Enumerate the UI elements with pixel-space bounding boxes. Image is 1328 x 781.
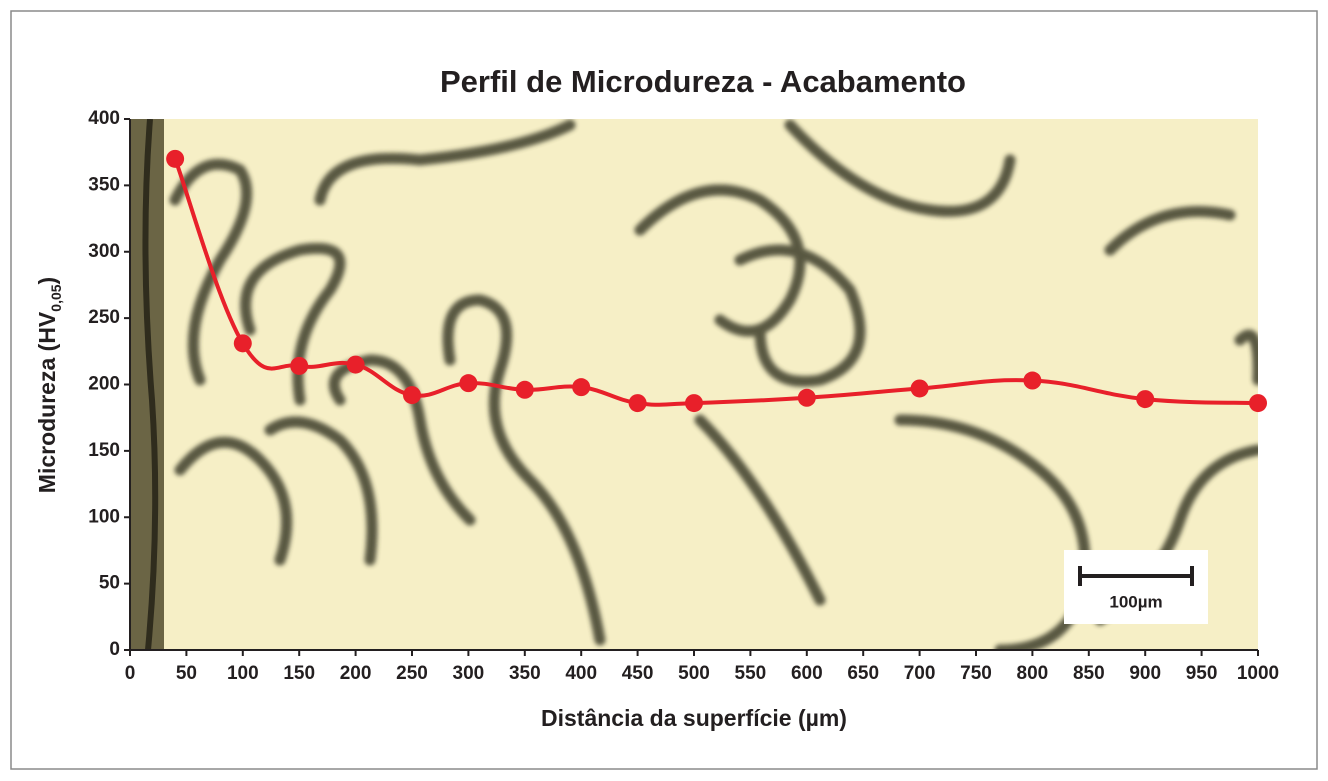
y-axis-label-text: Microdureza (HV [34, 311, 60, 493]
x-tick-label: 150 [283, 663, 315, 684]
y-tick-label: 300 [88, 241, 120, 262]
data-point [1136, 390, 1154, 408]
data-point [459, 374, 477, 392]
micrograph [130, 119, 1258, 650]
data-point [798, 389, 816, 407]
x-tick-label: 950 [1186, 663, 1218, 684]
x-tick-label: 300 [453, 663, 485, 684]
x-tick-label: 350 [509, 663, 541, 684]
x-tick-label: 1000 [1237, 663, 1279, 684]
y-tick-label: 250 [88, 307, 120, 328]
data-point [516, 381, 534, 399]
x-tick-label: 750 [960, 663, 992, 684]
y-tick-label: 400 [88, 108, 120, 129]
y-tick-label: 150 [88, 440, 120, 461]
x-tick-label: 800 [1017, 663, 1049, 684]
x-tick-label: 50 [176, 663, 197, 684]
y-axis-label-suffix: ) [34, 277, 60, 285]
x-tick-label: 900 [1129, 663, 1161, 684]
x-tick-label: 500 [678, 663, 710, 684]
data-point [685, 394, 703, 412]
x-tick-label: 400 [565, 663, 597, 684]
x-tick-label: 650 [847, 663, 879, 684]
data-point [234, 334, 252, 352]
data-point [166, 150, 184, 168]
y-tick-label: 100 [88, 506, 120, 527]
x-tick-label: 600 [791, 663, 823, 684]
data-point [403, 386, 421, 404]
x-tick-label: 200 [340, 663, 372, 684]
y-tick-label: 50 [99, 573, 120, 594]
y-tick-label: 200 [88, 374, 120, 395]
scale-bar-label: 100µm [1109, 592, 1162, 611]
data-point [347, 356, 365, 374]
y-axis-label-subscript: 0,05 [48, 284, 64, 311]
x-tick-label: 450 [622, 663, 654, 684]
data-point [1023, 372, 1041, 390]
chart-title: Perfil de Microdureza - Acabamento [440, 64, 966, 99]
data-point [572, 378, 590, 396]
chart: Perfil de Microdureza - Acabamento Distâ… [0, 0, 1328, 781]
x-tick-label: 700 [904, 663, 936, 684]
x-tick-label: 850 [1073, 663, 1105, 684]
y-tick-label: 350 [88, 174, 120, 195]
data-point [290, 357, 308, 375]
data-point [911, 379, 929, 397]
y-tick-label: 0 [109, 639, 120, 660]
x-tick-label: 0 [125, 663, 136, 684]
data-point [629, 394, 647, 412]
x-axis-label: Distância da superfície (µm) [541, 705, 847, 731]
x-tick-label: 250 [396, 663, 428, 684]
x-tick-label: 100 [227, 663, 259, 684]
data-point [1249, 394, 1267, 412]
x-tick-label: 550 [735, 663, 767, 684]
